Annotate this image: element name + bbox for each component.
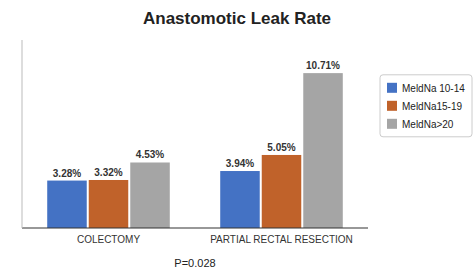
legend-swatch	[387, 101, 397, 111]
data-label: 3.94%	[226, 158, 254, 169]
y-axis-line	[22, 40, 23, 228]
legend-label: MeldNa15-19	[402, 101, 462, 112]
chart-title: Anastomotic Leak Rate	[143, 9, 331, 28]
bar	[220, 171, 260, 228]
bar	[47, 181, 87, 228]
bar	[303, 73, 343, 228]
data-labels: 3.28% 3.94% 3.32% 5.05% 4.53% 10.71%	[53, 60, 340, 178]
legend: MeldNa 10-14 MeldNa15-19 MeldNa>20	[380, 75, 472, 137]
data-label: 4.53%	[136, 149, 164, 160]
x-axis-line	[22, 227, 368, 228]
chart-svg: Anastomotic Leak Rate 3.28% 3.94% 3.32% 5.05…	[0, 0, 474, 277]
legend-swatch	[387, 83, 397, 93]
data-label: 3.28%	[53, 168, 81, 179]
data-label: 5.05%	[267, 142, 295, 153]
chart-container: Anastomotic Leak Rate 3.28% 3.94% 3.32% 5.05…	[0, 0, 474, 277]
data-label: 3.32%	[94, 167, 122, 178]
data-label: 10.71%	[306, 60, 340, 71]
legend-label: MeldNa 10-14	[402, 83, 465, 94]
annotation: P=0.028	[174, 257, 215, 269]
bar	[130, 162, 170, 228]
x-tick-label: PARTIAL RECTAL RESECTION	[210, 234, 353, 245]
legend-label: MeldNa>20	[402, 119, 454, 130]
bar	[89, 180, 129, 228]
bars	[47, 73, 343, 228]
bar	[262, 155, 302, 228]
x-tick-label: COLECTOMY	[77, 234, 140, 245]
legend-box	[380, 75, 472, 137]
legend-swatch	[387, 119, 397, 129]
